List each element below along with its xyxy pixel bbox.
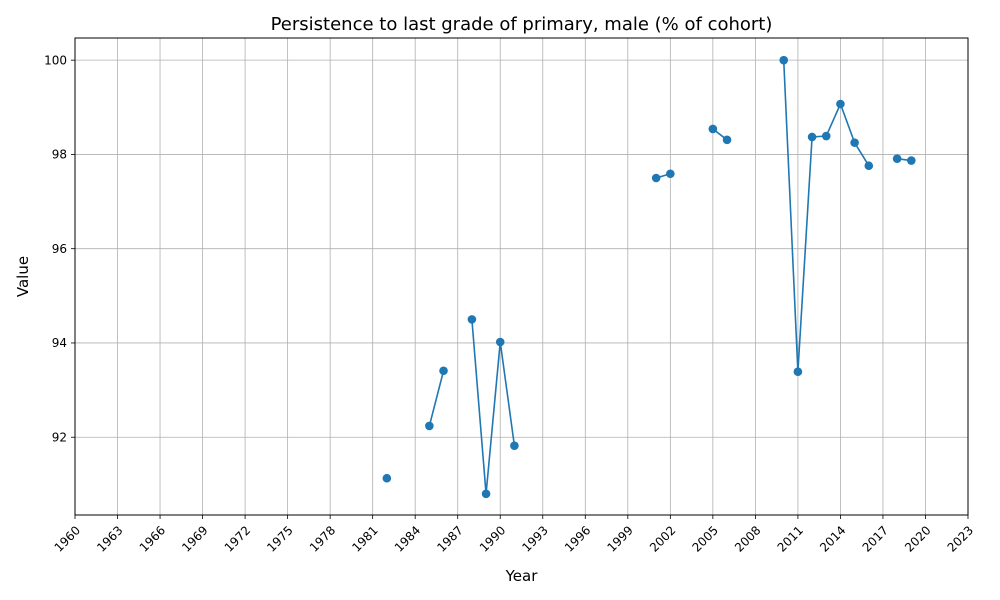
data-point [495, 337, 505, 347]
series-line-segment [471, 319, 516, 494]
y-tick-label: 98 [52, 148, 67, 162]
data-point [779, 55, 789, 65]
series-layer [382, 55, 916, 499]
data-point [864, 161, 874, 171]
data-point [821, 131, 831, 141]
y-tick-label: 100 [44, 53, 67, 67]
y-tick-label: 92 [52, 430, 67, 444]
y-tick-label: 96 [52, 242, 67, 256]
data-point [467, 315, 477, 324]
series-line-segment [428, 370, 445, 427]
data-point [439, 366, 448, 376]
data-point [481, 489, 491, 499]
chart-title: Persistence to last grade of primary, ma… [271, 14, 773, 35]
data-point [850, 138, 859, 147]
data-point [510, 441, 519, 451]
data-point [793, 367, 803, 377]
data-point [382, 473, 392, 483]
x-axis-title: Year [505, 567, 539, 585]
y-tick-label: 94 [52, 336, 67, 350]
data-point [666, 169, 675, 179]
data-point [708, 124, 718, 134]
data-point [651, 173, 661, 183]
data-point [722, 135, 732, 145]
data-point [425, 421, 434, 431]
data-point [907, 156, 916, 165]
plot-frame [74, 37, 969, 516]
y-axis-title: Value [14, 256, 32, 297]
data-point [807, 132, 817, 142]
data-point [892, 154, 902, 163]
data-point [836, 99, 845, 109]
